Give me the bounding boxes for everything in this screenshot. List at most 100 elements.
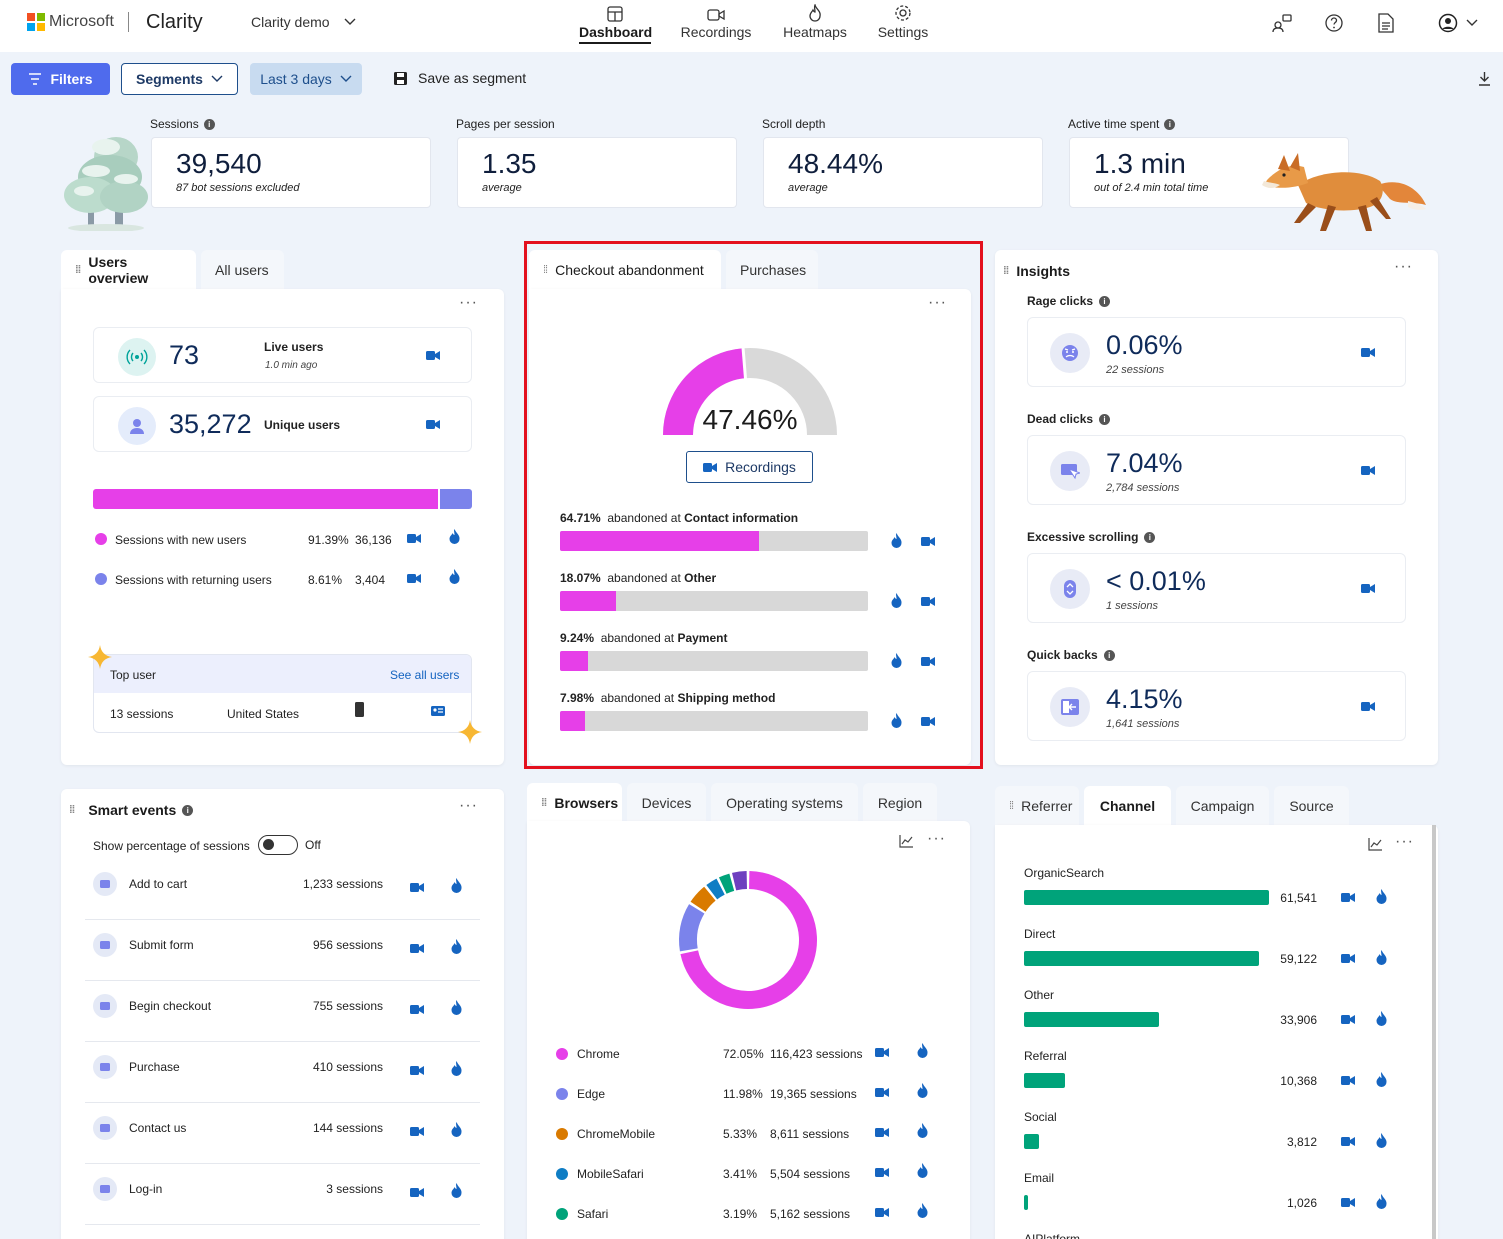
trend-chart-icon[interactable] (899, 835, 913, 848)
channel-bar[interactable] (1024, 951, 1260, 966)
recording-camera-icon[interactable] (875, 1087, 889, 1098)
heatmap-flame-icon[interactable] (917, 1163, 928, 1178)
heatmap-flame-icon[interactable] (917, 1083, 928, 1098)
recording-camera-icon[interactable] (875, 1047, 889, 1058)
heatmap-flame-icon[interactable] (1376, 889, 1387, 904)
recording-camera-icon[interactable] (1341, 1136, 1355, 1147)
tab-checkout-abandonment[interactable]: ⁞⁞ Checkout abandonment (529, 250, 721, 290)
donut-slice-other[interactable] (732, 871, 748, 891)
project-selector[interactable]: Clarity demo (251, 14, 356, 30)
recording-camera-icon[interactable] (426, 419, 440, 430)
heatmap-flame-icon[interactable] (1376, 1072, 1387, 1087)
recording-camera-icon[interactable] (921, 596, 935, 607)
drag-handle-icon[interactable]: ⁞⁞ (69, 804, 75, 816)
save-segment-button[interactable]: Save as segment (393, 70, 526, 86)
recording-camera-icon[interactable] (875, 1167, 889, 1178)
heatmap-flame-icon[interactable] (917, 1123, 928, 1138)
info-icon[interactable]: i (1164, 118, 1176, 130)
heatmap-flame-icon[interactable] (891, 653, 902, 668)
heatmap-flame-icon[interactable] (917, 1203, 928, 1218)
heatmap-flame-icon[interactable] (451, 878, 462, 893)
share-people-icon[interactable] (1272, 13, 1292, 33)
event-row[interactable]: Begin checkout 755 sessions (85, 981, 480, 1042)
recording-camera-icon[interactable] (921, 536, 935, 547)
see-all-users-link[interactable]: See all users (390, 668, 460, 682)
heatmap-flame-icon[interactable] (1376, 1011, 1387, 1026)
heatmap-flame-icon[interactable] (891, 713, 902, 728)
recording-camera-icon[interactable] (1361, 701, 1375, 712)
recording-camera-icon[interactable] (875, 1207, 889, 1218)
tab-referrer[interactable]: ⁞⁞ Referrer (995, 786, 1079, 826)
trend-chart-icon[interactable] (1368, 838, 1382, 851)
event-row[interactable]: Purchase 410 sessions (85, 1042, 480, 1103)
heatmap-flame-icon[interactable] (449, 569, 460, 584)
channel-bar[interactable] (1024, 1012, 1159, 1027)
recording-camera-icon[interactable] (1361, 347, 1375, 358)
tab-settings[interactable]: Settings (876, 0, 930, 52)
product-name[interactable]: Clarity (146, 11, 203, 33)
user-card-icon[interactable] (431, 706, 445, 716)
recording-camera-icon[interactable] (410, 943, 424, 954)
drag-handle-icon[interactable]: ⁞⁞ (1003, 265, 1009, 277)
heatmap-flame-icon[interactable] (449, 529, 460, 544)
recording-camera-icon[interactable] (407, 573, 421, 584)
heatmap-flame-icon[interactable] (917, 1043, 928, 1058)
drag-handle-icon[interactable]: ⁞⁞ (541, 797, 547, 809)
donut-slice-chrome[interactable] (680, 871, 817, 1009)
channel-bar[interactable] (1024, 1134, 1040, 1149)
help-icon[interactable] (1324, 13, 1344, 33)
tab-dashboard[interactable]: Dashboard (579, 0, 652, 52)
heatmap-flame-icon[interactable] (891, 533, 902, 548)
recording-camera-icon[interactable] (1341, 1075, 1355, 1086)
download-icon[interactable] (1478, 71, 1491, 86)
recording-camera-icon[interactable] (921, 716, 935, 727)
heatmap-flame-icon[interactable] (451, 1061, 462, 1076)
heatmap-flame-icon[interactable] (451, 1000, 462, 1015)
heatmap-flame-icon[interactable] (1376, 950, 1387, 965)
tab-purchases[interactable]: Purchases (726, 250, 818, 290)
info-icon[interactable]: i (182, 804, 194, 816)
more-options-icon[interactable]: ··· (927, 830, 946, 847)
more-options-icon[interactable]: ··· (1394, 258, 1413, 275)
drag-handle-icon[interactable]: ⁞⁞ (1009, 800, 1014, 812)
recording-camera-icon[interactable] (426, 350, 440, 361)
more-options-icon[interactable]: ··· (459, 797, 478, 814)
recording-camera-icon[interactable] (1341, 1014, 1355, 1025)
heatmap-flame-icon[interactable] (1376, 1133, 1387, 1148)
donut-slice-edge[interactable] (679, 904, 705, 952)
insight-card[interactable]: 4.15% 1,641 sessions (1027, 671, 1406, 741)
recording-camera-icon[interactable] (875, 1127, 889, 1138)
heatmap-flame-icon[interactable] (451, 1183, 462, 1198)
recording-camera-icon[interactable] (921, 656, 935, 667)
recording-camera-icon[interactable] (410, 1126, 424, 1137)
insight-card[interactable]: 0.06% 22 sessions (1027, 317, 1406, 387)
drag-handle-icon[interactable]: ⁞⁞ (543, 264, 548, 276)
abandon-bar-track[interactable] (560, 651, 868, 671)
tab-region[interactable]: Region (863, 783, 937, 823)
tab-devices[interactable]: Devices (627, 783, 706, 823)
tab-channel[interactable]: Channel (1084, 786, 1171, 826)
event-row[interactable]: Submit form 956 sessions (85, 920, 480, 981)
recording-camera-icon[interactable] (1361, 465, 1375, 476)
recording-camera-icon[interactable] (410, 882, 424, 893)
insight-card[interactable]: 7.04% 2,784 sessions (1027, 435, 1406, 505)
segments-button[interactable]: Segments (121, 63, 238, 95)
tab-heatmaps[interactable]: Heatmaps (781, 0, 849, 52)
recording-camera-icon[interactable] (1341, 1197, 1355, 1208)
recording-camera-icon[interactable] (410, 1065, 424, 1076)
recording-camera-icon[interactable] (407, 533, 421, 544)
info-icon[interactable]: i (1144, 531, 1156, 543)
event-row[interactable]: Contact us 144 sessions (85, 1103, 480, 1164)
scrollbar[interactable] (1432, 825, 1436, 1239)
account-menu[interactable] (1438, 13, 1478, 33)
drag-handle-icon[interactable]: ⁞⁞ (75, 264, 81, 276)
recording-camera-icon[interactable] (410, 1187, 424, 1198)
heatmap-flame-icon[interactable] (451, 939, 462, 954)
info-icon[interactable]: i (1103, 649, 1115, 661)
channel-bar[interactable] (1024, 1073, 1066, 1088)
donut-slice-mobilesafari[interactable] (706, 878, 725, 900)
channel-bar[interactable] (1024, 890, 1269, 905)
tab-campaign[interactable]: Campaign (1176, 786, 1269, 826)
tab-operating-systems[interactable]: Operating systems (711, 783, 858, 823)
tab-browsers[interactable]: ⁞⁞ Browsers (527, 783, 622, 823)
